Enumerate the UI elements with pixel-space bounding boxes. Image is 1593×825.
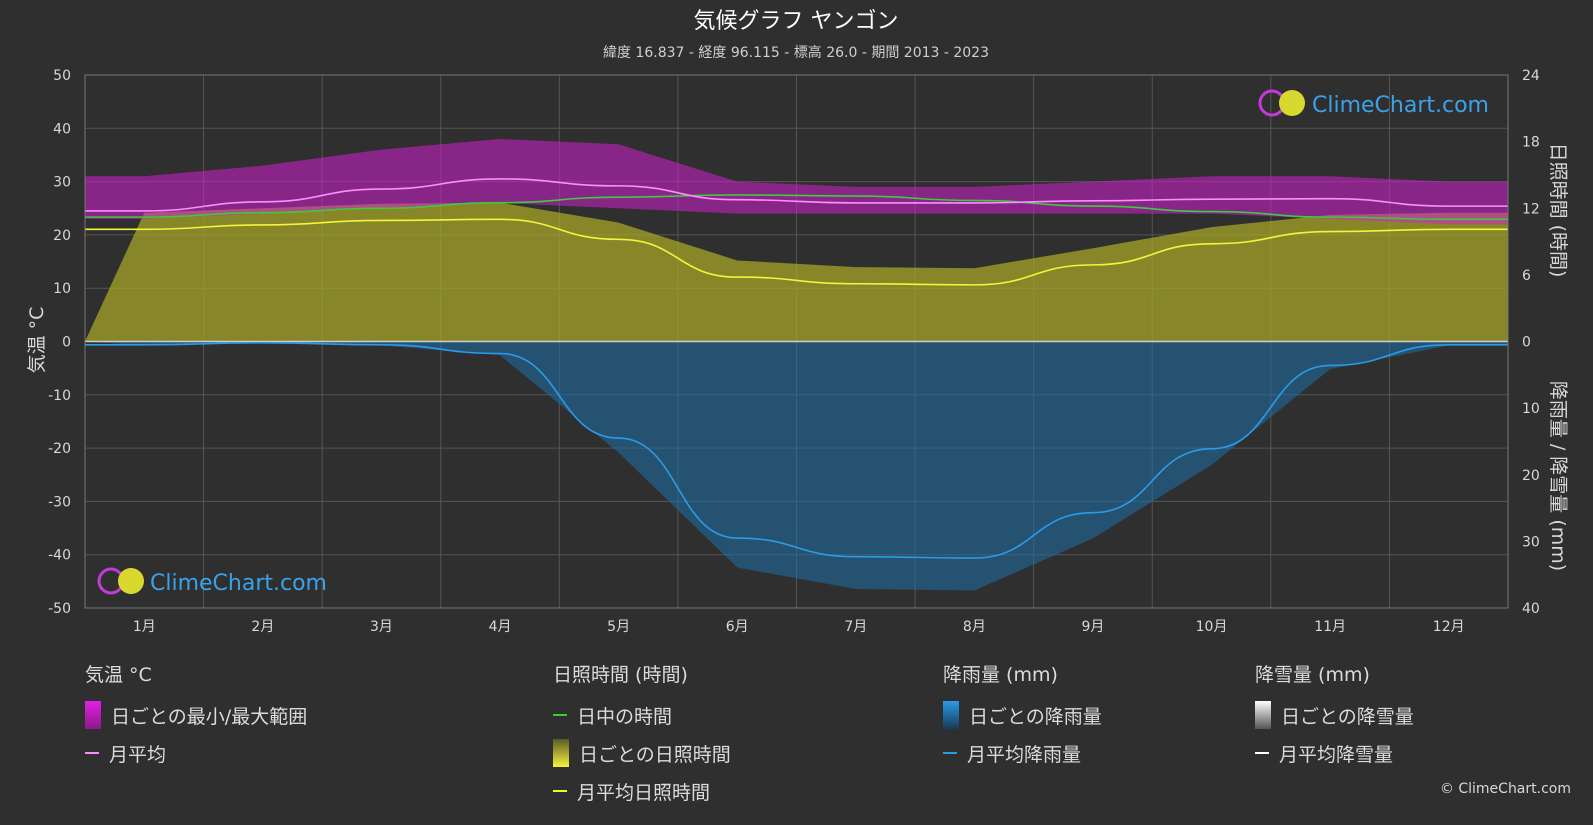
chart-title: 気候グラフ ヤンゴン <box>694 9 899 34</box>
month-tick-label: 8月 <box>963 619 986 635</box>
sunshine-avg-line <box>84 218 1508 286</box>
legend-rain: 降雨量 (mm) 日ごとの降雨量 月平均降雨量 <box>943 660 1102 772</box>
month-tick-label: 12月 <box>1433 619 1465 635</box>
legend-label: 月平均降雨量 <box>967 743 1082 766</box>
left-tick-label: -10 <box>48 388 71 404</box>
legend-sun: 日照時間 (時間) 日中の時間 日ごとの日照時間 月平均日照時間 <box>553 660 731 810</box>
right-axis-label-sun: 日照時間 (時間) <box>1547 143 1569 278</box>
legend-snow: 降雪量 (mm) 日ごとの降雪量 月平均降雪量 <box>1255 660 1414 772</box>
legend-label: 月平均日照時間 <box>577 781 711 804</box>
temp-range-band <box>85 138 1508 225</box>
climechart-logo-top: ClimeChart.com <box>1258 89 1489 118</box>
rain-avg-line <box>85 342 1509 559</box>
legend-snow-title: 降雪量 (mm) <box>1255 664 1370 686</box>
legend-item: 日ごとの降雪量 <box>1255 696 1414 734</box>
legend-item: 日ごとの降雨量 <box>943 696 1102 734</box>
month-tick-label: 11月 <box>1314 619 1346 635</box>
month-tick-label: 2月 <box>251 619 274 635</box>
legend-label: 日中の時間 <box>577 705 673 728</box>
swatch <box>85 701 101 729</box>
left-axis-label: 気温 °C <box>26 307 48 374</box>
left-tick-label: 10 <box>53 281 71 297</box>
left-tick-label: 30 <box>53 175 71 191</box>
left-tick-label: -50 <box>48 601 71 617</box>
rain-area <box>85 341 1508 591</box>
swatch <box>1255 752 1269 754</box>
month-tick-label: 6月 <box>726 619 749 635</box>
swatch <box>943 701 959 729</box>
month-tick-label: 7月 <box>844 619 867 635</box>
swatch <box>1255 701 1271 729</box>
swatch <box>943 752 957 754</box>
left-tick-label: 40 <box>53 121 71 137</box>
legend-label: 月平均降雪量 <box>1279 743 1394 766</box>
legend-temp: 気温 °C 日ごとの最小/最大範囲 月平均 <box>85 660 307 772</box>
month-tick-label: 3月 <box>370 619 393 635</box>
legend-rain-title: 降雨量 (mm) <box>943 664 1058 686</box>
right-tick-label: 10 <box>1522 401 1540 417</box>
left-tick-label: -20 <box>48 441 71 457</box>
copyright: © ClimeChart.com <box>1439 781 1571 797</box>
chart-subtitle: 緯度 16.837 - 経度 96.115 - 標高 26.0 - 期間 201… <box>603 44 989 61</box>
legend-item: 月平均降雪量 <box>1255 734 1414 772</box>
legend-item: 月平均降雨量 <box>943 734 1102 772</box>
legend-temp-title: 気温 °C <box>85 664 152 686</box>
left-tick-label: 50 <box>53 68 71 84</box>
right-tick-label: 40 <box>1522 601 1540 617</box>
right-axis-label-rain: 降雨量 / 降雪量 (mm) <box>1547 381 1569 571</box>
right-tick-label: 12 <box>1522 201 1540 217</box>
temp-avg-line <box>84 178 1508 212</box>
legend-label: 月平均 <box>109 743 167 766</box>
swatch <box>553 739 569 767</box>
legend-item: 日ごとの最小/最大範囲 <box>85 696 307 734</box>
month-tick-label: 1月 <box>133 619 156 635</box>
month-tick-label: 5月 <box>607 619 630 635</box>
swatch <box>85 752 99 754</box>
month-tick-label: 10月 <box>1196 619 1228 635</box>
swatch <box>553 790 567 792</box>
logo-sun-icon <box>1279 90 1305 116</box>
legend-label: 日ごとの降雪量 <box>1281 705 1414 728</box>
daylight-line <box>84 194 1508 221</box>
left-tick-label: 20 <box>53 228 71 244</box>
legend-item: 月平均日照時間 <box>553 772 731 810</box>
legend-label: 日ごとの降雨量 <box>969 705 1102 728</box>
left-tick-label: -30 <box>48 494 71 510</box>
legend-sun-title: 日照時間 (時間) <box>553 664 688 686</box>
right-tick-label: 24 <box>1522 68 1540 84</box>
right-tick-label: 30 <box>1522 534 1540 550</box>
legend-label: 日ごとの最小/最大範囲 <box>111 705 308 728</box>
right-tick-label: 6 <box>1522 268 1531 284</box>
logo-sun-icon <box>118 568 144 594</box>
left-tick-label: 0 <box>62 335 71 351</box>
legend-item: 日ごとの日照時間 <box>553 734 731 772</box>
logo-text: ClimeChart.com <box>150 571 327 596</box>
right-tick-label: 20 <box>1522 468 1540 484</box>
axis-ticks: 50 40 30 20 10 0 -10 -20 -30 -40 -50 24 18 12 6 0 10 20 30… <box>48 68 1540 635</box>
sunshine-area <box>85 202 1508 342</box>
right-tick-label: 0 <box>1522 335 1531 351</box>
data-bands <box>85 138 1508 591</box>
data-lines <box>84 178 1509 559</box>
legend-item: 月平均 <box>85 734 307 772</box>
legend-item: 日中の時間 <box>553 696 731 734</box>
month-tick-label: 4月 <box>489 619 512 635</box>
left-tick-label: -40 <box>48 548 71 564</box>
swatch <box>553 714 567 716</box>
climechart-logo-bottom: ClimeChart.com <box>97 567 327 596</box>
month-tick-label: 9月 <box>1081 619 1104 635</box>
plot-border <box>84 74 1509 609</box>
logo-text: ClimeChart.com <box>1312 93 1489 118</box>
legend-label: 日ごとの日照時間 <box>579 743 731 766</box>
right-tick-label: 18 <box>1522 135 1540 151</box>
